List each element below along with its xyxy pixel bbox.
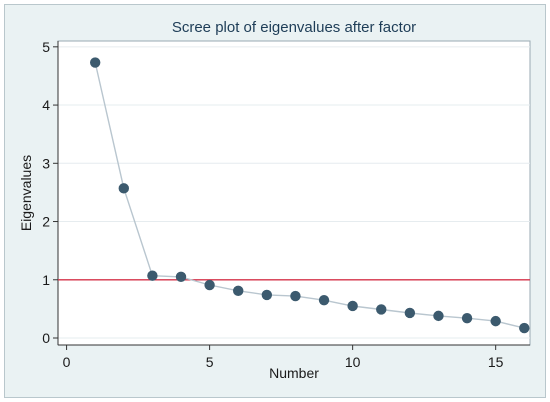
data-point <box>461 313 473 324</box>
series-layer <box>89 57 530 334</box>
data-point <box>147 270 158 281</box>
x-tick-label: 5 <box>206 354 214 370</box>
y-tick-label: 5 <box>42 39 50 55</box>
chart-title: Scree plot of eigenvalues after factor <box>172 19 416 36</box>
data-point <box>175 271 187 283</box>
data-point <box>89 57 101 68</box>
scree-plot: 0 1 2 3 4 5 0 5 10 15 Scree plot of eigenvalues a… <box>18 19 531 381</box>
data-point <box>204 279 215 291</box>
x-tick-label: 0 <box>63 354 71 370</box>
chart-frame: 0 1 2 3 4 5 0 5 10 15 Scree plot of eigenvalues a… <box>4 4 546 398</box>
data-point <box>318 294 330 306</box>
series-line <box>94 62 525 329</box>
axes: 0 1 2 3 4 5 0 5 10 15 <box>42 39 530 370</box>
data-point <box>233 285 244 297</box>
data-point <box>519 322 530 334</box>
y-tick-label: 2 <box>42 214 50 230</box>
y-tick-label: 0 <box>42 330 50 346</box>
x-axis-title: Number <box>269 365 319 381</box>
data-point <box>376 304 387 315</box>
data-point <box>261 289 273 301</box>
y-tick-label: 3 <box>42 155 50 171</box>
y-axis-title: Eigenvalues <box>18 155 34 231</box>
data-point <box>118 183 129 194</box>
data-point <box>433 310 444 322</box>
x-tick-label: 15 <box>488 354 504 370</box>
x-tick-label: 10 <box>345 354 361 370</box>
data-point <box>490 315 501 327</box>
data-point <box>347 300 358 312</box>
data-point <box>290 290 301 302</box>
y-tick-label: 1 <box>42 272 50 288</box>
y-tick-label: 4 <box>42 97 50 113</box>
data-point <box>404 307 416 319</box>
